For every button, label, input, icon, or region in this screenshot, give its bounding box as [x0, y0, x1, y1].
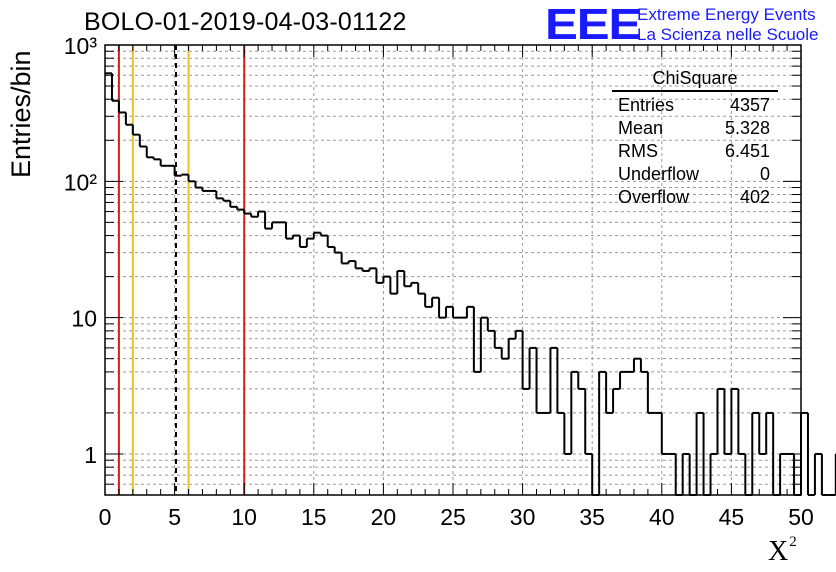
x-axis-label-superscript: 2 — [789, 534, 797, 550]
stats-row-mean: Mean 5.328 — [612, 117, 778, 140]
y-tick-label: 10² — [64, 169, 98, 195]
stats-value: 402 — [739, 187, 770, 207]
stats-label: RMS — [618, 141, 658, 161]
stats-box: ChiSquare Entries 4357 Mean 5.328 RMS 6.451… — [612, 68, 778, 209]
chart-title: BOLO-01-2019-04-03-01122 — [84, 8, 407, 36]
x-axis-label-text: X — [768, 536, 789, 567]
x-tick-label: 40 — [649, 504, 675, 530]
y-tick-label: 10³ — [64, 33, 98, 59]
x-tick-label: 20 — [371, 504, 397, 530]
x-tick-label: 25 — [440, 504, 466, 530]
x-tick-label: 35 — [579, 504, 605, 530]
y-axis-label: Entries/bin — [6, 50, 36, 178]
stats-row-underflow: Underflow 0 — [612, 163, 778, 186]
stats-value: 6.451 — [724, 141, 770, 161]
stats-row-entries: Entries 4357 — [612, 94, 778, 117]
x-tick-label: 5 — [168, 504, 181, 530]
x-tick-label: 50 — [788, 504, 814, 530]
x-axis-label: X2 — [768, 534, 797, 568]
stats-row-overflow: Overflow 402 — [612, 186, 778, 209]
stats-value: 4357 — [729, 95, 770, 115]
y-tick-label: 1 — [84, 442, 97, 468]
logo-line-1: Extreme Energy Events — [637, 5, 816, 24]
logo-line-2: La Scienza nelle Scuole — [637, 25, 819, 44]
stats-value: 0 — [759, 164, 770, 184]
stats-title: ChiSquare — [612, 68, 778, 92]
x-tick-label: 45 — [719, 504, 745, 530]
stats-label: Mean — [618, 118, 664, 138]
stats-label: Entries — [618, 95, 675, 115]
eee-logo-text: Extreme Energy Events La Scienza nelle S… — [637, 5, 818, 45]
x-tick-label: 0 — [99, 504, 112, 530]
eee-logo-mark: EEE — [545, 0, 641, 49]
stats-label: Underflow — [618, 164, 700, 184]
stats-label: Overflow — [618, 187, 690, 207]
stats-value: 5.328 — [724, 118, 770, 138]
x-tick-label: 15 — [301, 504, 327, 530]
y-tick-label: 10 — [71, 306, 97, 332]
x-tick-label: 10 — [231, 504, 257, 530]
stats-row-rms: RMS 6.451 — [612, 140, 778, 163]
x-tick-label: 30 — [510, 504, 536, 530]
